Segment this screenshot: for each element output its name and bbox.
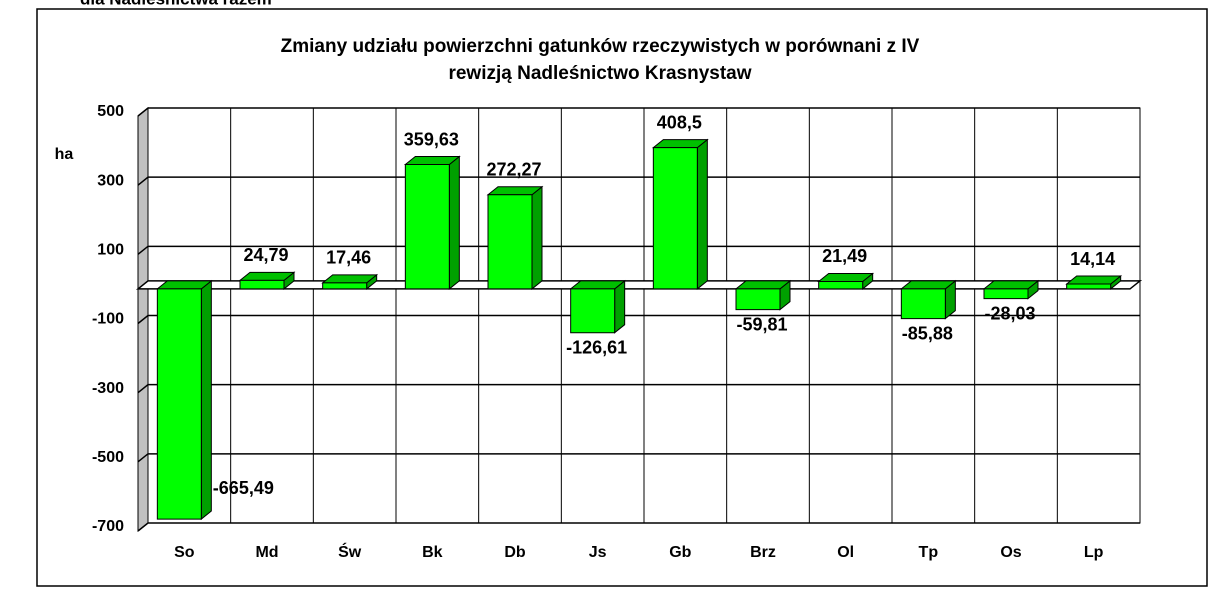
grid-line [137,383,1140,394]
bar-top [734,280,792,290]
bar-top [651,139,709,149]
x-tick-label: Bk [422,544,443,561]
bar [734,279,792,311]
bar-top [238,271,296,281]
bar-front [404,164,450,290]
bar-front [487,194,533,290]
bar [899,279,957,320]
y-tick-label: 500 [97,103,124,120]
y-tick-label: 300 [97,172,124,189]
bar [1065,274,1123,290]
bar [651,138,709,290]
bar-top [817,272,875,282]
x-tick-label: Ol [837,544,854,561]
value-label: -85,88 [902,323,953,343]
heading: dla Nadleśnictwa razem [80,0,272,8]
bar [817,272,875,290]
x-tick-label: Tp [919,544,939,561]
bar-side [696,138,708,290]
bar-front [983,288,1029,300]
bar-side [531,185,543,290]
bar [238,271,296,290]
grid-line [137,453,1140,463]
y-tick-label: -500 [92,449,124,466]
y-tick-label: -100 [92,311,124,328]
bar-top [486,186,544,196]
value-label: -665,49 [213,478,274,498]
chart-title: Zmiany udziału powierzchni gatunków rzec… [281,36,920,57]
y-tick-label: -300 [92,380,124,397]
bar [486,185,544,290]
x-tick-label: Os [1000,544,1021,561]
bar-top [321,274,379,284]
bar [321,273,379,290]
grid-line [137,522,1140,532]
bar-side [200,279,212,521]
bar [155,279,213,521]
value-label: 21,49 [822,246,867,266]
x-tick-label: Brz [750,544,776,561]
bar-front [735,288,781,311]
value-label: 14,14 [1070,249,1115,269]
grid-line [137,314,1140,325]
value-label: 17,46 [326,248,371,268]
bar [403,155,461,290]
value-label: 272,27 [486,160,541,180]
bar-top [403,156,461,166]
bar-front [818,280,864,290]
value-label: -59,81 [736,314,787,334]
x-tick-label: Md [255,544,278,561]
x-tick-label: Db [504,544,526,561]
y-axis-label: ha [55,146,74,163]
bar-front [1066,283,1112,290]
x-tick-label: So [174,544,195,561]
value-label: 359,63 [404,129,459,149]
x-tick-label: Św [338,542,362,561]
bar-front [239,279,285,290]
bar-top [1065,275,1123,285]
value-label: -126,61 [566,337,627,357]
y-tick-label: -700 [92,518,124,535]
zero-plane [135,280,1143,290]
bar-top [982,280,1040,290]
value-label: -28,03 [984,303,1035,323]
x-tick-label: Lp [1084,544,1104,561]
bar-top [569,280,627,290]
value-label: 24,79 [243,245,288,265]
bar-front [652,147,698,290]
bar-side [448,155,460,290]
bar-top [899,280,957,290]
grid-line [137,107,1140,117]
chart-title: rewizją Nadleśnictwo Krasnystaw [448,63,751,84]
x-tick-label: Gb [669,544,691,561]
bar-side [614,279,626,334]
bar-top [155,280,213,290]
value-label: 408,5 [657,112,702,132]
bar [569,279,627,334]
grid-line [137,245,1140,255]
y-tick-label: 100 [97,242,124,259]
grid-line [137,176,1140,186]
bar-front [900,288,946,320]
x-tick-label: Js [589,544,607,561]
bar-front [156,288,202,520]
bar [982,279,1040,300]
bar-front [322,282,368,290]
bar-front [570,288,616,334]
